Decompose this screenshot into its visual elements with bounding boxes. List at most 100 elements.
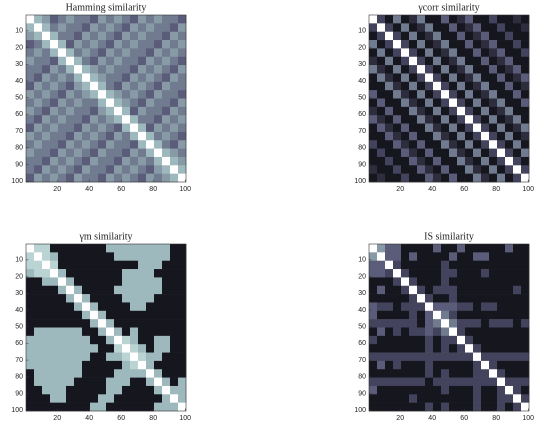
heatmap-cell — [441, 310, 450, 320]
heatmap-cell — [90, 344, 99, 353]
heatmap-cell — [162, 173, 171, 183]
heatmap-cell — [90, 327, 99, 337]
heatmap-cell — [449, 244, 458, 253]
heatmap-cell — [513, 115, 522, 124]
heatmap-cell — [425, 165, 434, 174]
heatmap-cell — [66, 244, 75, 253]
heatmap-cell — [449, 165, 458, 174]
heatmap-cell — [457, 23, 466, 32]
heatmap-cell — [425, 115, 434, 124]
heatmap-cell — [154, 244, 163, 253]
heatmap-cell — [433, 335, 442, 345]
heatmap-cell — [162, 385, 171, 395]
heatmap-cell — [138, 319, 147, 328]
heatmap-cell — [465, 140, 474, 149]
heatmap-cell — [34, 394, 43, 403]
heatmap-cell — [497, 173, 506, 183]
heatmap-cell — [513, 131, 522, 141]
heatmap-cell — [393, 31, 402, 41]
heatmap-cell — [409, 123, 418, 133]
heatmap-cell — [98, 294, 107, 303]
heatmap-cell — [34, 302, 43, 312]
heatmap-cell — [178, 369, 187, 378]
heatmap-cell — [489, 165, 498, 174]
heatmap-cell — [401, 360, 410, 370]
heatmap-cell — [82, 377, 91, 387]
heatmap-cell — [465, 148, 474, 158]
heatmap-cell — [162, 252, 171, 261]
heatmap-cell — [369, 252, 378, 261]
heatmap-cell — [98, 131, 107, 141]
heatmap-cell — [401, 148, 410, 158]
heatmap-cell — [457, 165, 466, 174]
heatmap-cell — [369, 31, 378, 41]
heatmap-cell — [82, 131, 91, 141]
heatmap-cell — [146, 40, 155, 49]
heatmap-cell — [393, 335, 402, 345]
heatmap-cell — [130, 369, 139, 378]
heatmap-cell — [138, 23, 147, 32]
heatmap-cell — [74, 165, 83, 174]
heatmap-cell — [162, 81, 171, 91]
heatmap-cell — [74, 327, 83, 337]
heatmap-cell — [50, 344, 59, 353]
heatmap-cell — [489, 302, 498, 312]
heatmap-cell — [82, 48, 91, 58]
heatmap-cell — [521, 98, 530, 108]
heatmap-cell — [170, 277, 179, 287]
heatmap-cell — [521, 165, 530, 174]
heatmap-cell — [513, 352, 522, 362]
heatmap-cell — [74, 123, 83, 133]
heatmap-cell — [154, 156, 163, 166]
heatmap-cell — [449, 310, 458, 320]
heatmap-cell — [377, 98, 386, 108]
heatmap-cell — [162, 98, 171, 108]
y-tick-label: 100 — [354, 178, 366, 185]
heatmap-cell — [98, 148, 107, 158]
heatmap-cell — [457, 294, 466, 303]
heatmap-cell — [433, 402, 442, 412]
heatmap-cell — [178, 31, 187, 41]
heatmap-cell — [130, 319, 139, 328]
heatmap-cell — [82, 115, 91, 124]
heatmap-cell — [178, 277, 187, 287]
heatmap-cell — [385, 23, 394, 32]
heatmap-cell — [377, 277, 386, 287]
heatmap-cell — [106, 252, 115, 261]
heatmap-cell — [114, 106, 123, 116]
heatmap-cell — [74, 269, 83, 278]
heatmap-cell — [34, 106, 43, 116]
heatmap-cell — [489, 90, 498, 99]
heatmap-cell — [369, 335, 378, 345]
heatmap-cell — [98, 106, 107, 116]
heatmap-cell — [465, 252, 474, 261]
heatmap-cell — [98, 385, 107, 395]
heatmap-cell — [497, 65, 506, 74]
heatmap-cell — [114, 302, 123, 312]
heatmap-cell — [138, 260, 147, 270]
heatmap-cell — [521, 335, 530, 345]
heatmap-cell — [393, 285, 402, 295]
heatmap-cell — [393, 148, 402, 158]
heatmap-cell — [465, 115, 474, 124]
heatmap-cell — [521, 377, 530, 387]
heatmap-cell — [449, 394, 458, 403]
heatmap-cell — [441, 352, 450, 362]
heatmap-cell — [521, 310, 530, 320]
heatmap-cell — [50, 165, 59, 174]
heatmap-cell — [385, 81, 394, 91]
heatmap-cell — [114, 40, 123, 49]
heatmap-cell — [98, 335, 107, 345]
heatmap-cell — [457, 156, 466, 166]
heatmap-cell — [433, 56, 442, 66]
heatmap-cell — [90, 360, 99, 370]
heatmap-cell — [433, 65, 442, 74]
heatmap-cell — [377, 131, 386, 141]
heatmap-cell — [473, 81, 482, 91]
heatmap-cell — [457, 90, 466, 99]
heatmap-cell — [385, 310, 394, 320]
heatmap-cell — [521, 23, 530, 32]
heatmap-cell — [441, 40, 450, 49]
heatmap-cell — [98, 377, 107, 387]
heatmap-cell — [433, 98, 442, 108]
